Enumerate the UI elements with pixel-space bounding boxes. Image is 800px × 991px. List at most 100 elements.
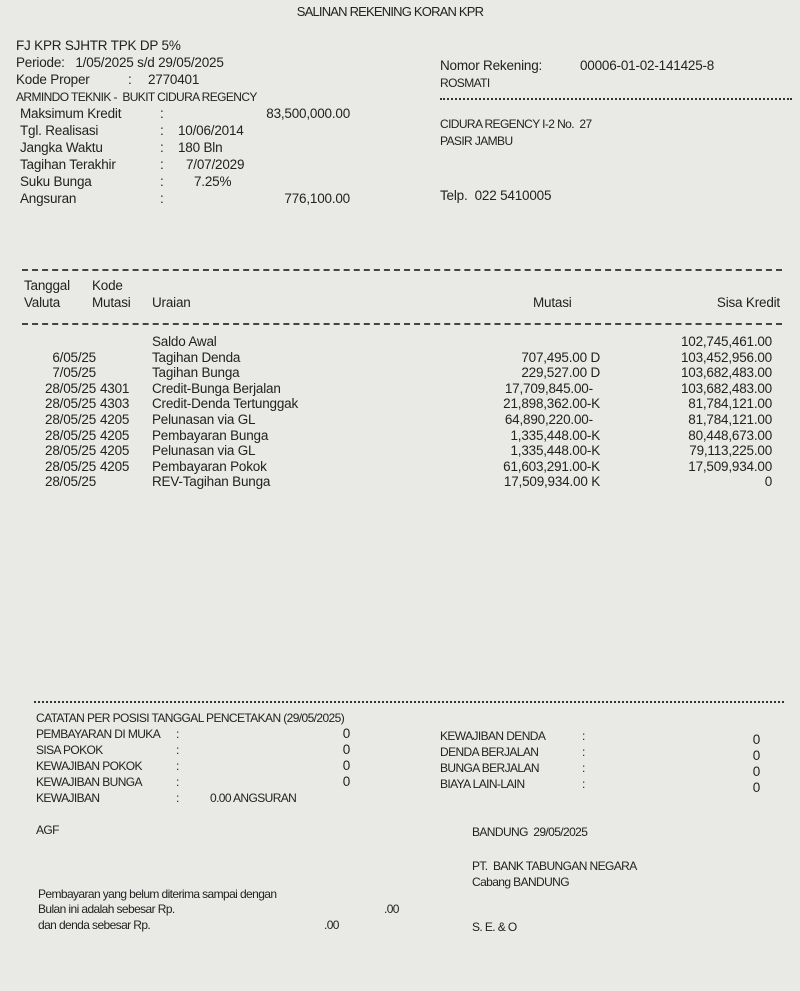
field-label: Angsuran xyxy=(20,191,77,206)
catatan-title: CATATAN PER POSISI TANGGAL PENCETAKAN (2… xyxy=(36,711,345,725)
colon: : xyxy=(582,729,585,743)
field-label: Suku Bunga xyxy=(20,174,92,189)
row-sisa-kredit: 80,448,673.00 xyxy=(688,427,772,443)
row-code: 4205 xyxy=(100,458,130,474)
kode-proper-value: 2770401 xyxy=(148,72,200,87)
row-mutasi: 1,335,448.00-K xyxy=(510,443,600,459)
header-tanggal: Tanggal xyxy=(24,278,70,293)
kewajiban-label: KEWAJIBAN xyxy=(36,791,100,805)
field-value: 10/06/2014 xyxy=(178,123,244,138)
header-mutasi: Mutasi xyxy=(533,295,572,310)
catatan-value: 0 xyxy=(752,748,761,763)
catatan-value: 0 xyxy=(342,726,351,741)
row-date: 28/05/25 xyxy=(45,458,96,474)
catatan-label: BUNGA BERJALAN xyxy=(440,761,540,775)
field-label: Jangka Waktu xyxy=(20,140,103,155)
colon: : xyxy=(160,157,164,172)
colon: : xyxy=(176,743,179,757)
row-code: 4205 xyxy=(100,443,130,459)
note-line-3: dan denda sebesar Rp. xyxy=(38,918,151,932)
project-name: ARMINDO TEKNIK - BUKIT CIDURA REGENCY xyxy=(16,90,257,104)
customer-name: ROSMATI xyxy=(440,76,490,90)
row-uraian: Tagihan Denda xyxy=(152,349,241,365)
address-line-1: CIDURA REGENCY I-2 No. 27 xyxy=(440,117,592,131)
catatan-label: KEWAJIBAN BUNGA xyxy=(36,775,143,789)
row-code: 4301 xyxy=(100,380,130,396)
row-sisa-kredit: 81,784,121.00 xyxy=(688,396,772,412)
colon: : xyxy=(176,775,179,789)
branch-name: Cabang BANDUNG xyxy=(472,875,570,889)
dotted-divider xyxy=(440,98,792,100)
table-header-divider xyxy=(22,323,782,325)
colon: : xyxy=(160,123,164,138)
row-date: 28/05/25 xyxy=(45,380,96,396)
row-date: 28/05/25 xyxy=(45,427,96,443)
colon: : xyxy=(160,191,164,206)
header-kode: Kode xyxy=(92,278,123,293)
document-title: SALINAN REKENING KORAN KPR xyxy=(296,4,484,19)
bank-name: PT. BANK TABUNGAN NEGARA xyxy=(472,859,637,873)
row-uraian: Pelunasan via GL xyxy=(152,412,256,427)
catatan-label: SISA POKOK xyxy=(36,743,103,757)
header-uraian: Uraian xyxy=(152,295,191,310)
row-sisa-kredit: 103,682,483.00 xyxy=(680,380,772,396)
row-uraian: Pelunasan via GL xyxy=(152,443,256,459)
catatan-label: KEWAJIBAN POKOK xyxy=(36,759,143,773)
row-uraian: Saldo Awal xyxy=(152,334,217,349)
catatan-value: 0 xyxy=(342,758,351,773)
row-mutasi: 61,603,291.00-K xyxy=(503,458,600,474)
row-uraian: REV-Tagihan Bunga xyxy=(152,474,271,490)
row-sisa-kredit: 17,509,934.00 xyxy=(688,458,772,474)
row-date: 28/05/25 xyxy=(45,474,96,490)
row-mutasi: 17,709,845.00- xyxy=(504,380,600,396)
field-value: 7.25% xyxy=(194,174,232,189)
header-valuta: Valuta xyxy=(24,295,61,310)
catatan-label: KEWAJIBAN DENDA xyxy=(440,729,546,743)
row-code: 4205 xyxy=(100,412,130,427)
row-sisa-kredit: 102,745,461.00 xyxy=(680,334,772,349)
note-line-2-value: .00 xyxy=(384,902,399,916)
catatan-divider xyxy=(34,701,784,703)
account-label: Nomor Rekening: xyxy=(440,58,543,73)
row-uraian: Credit-Denda Tertunggak xyxy=(152,396,298,412)
row-sisa-kredit: 103,452,956.00 xyxy=(680,349,772,365)
signature-code: S. E. & O xyxy=(472,920,517,934)
row-uraian: Credit-Bunga Berjalan xyxy=(152,380,281,396)
row-sisa-kredit: 81,784,121.00 xyxy=(688,412,772,427)
catatan-label: PEMBAYARAN DI MUKA xyxy=(36,727,161,741)
header-mutasi-code: Mutasi xyxy=(92,295,131,310)
place-date: BANDUNG 29/05/2025 xyxy=(472,825,588,839)
catatan-label: BIAYA LAIN-LAIN xyxy=(440,777,525,791)
row-uraian: Pembayaran Pokok xyxy=(152,458,267,474)
header-sisa-kredit: Sisa Kredit xyxy=(716,295,780,310)
colon: : xyxy=(176,727,179,741)
row-date: 28/05/25 xyxy=(45,396,96,412)
row-uraian: Tagihan Bunga xyxy=(152,365,240,381)
catatan-value: 0 xyxy=(752,780,761,795)
row-code: 4205 xyxy=(100,427,130,443)
row-sisa-kredit: 79,113,225.00 xyxy=(689,443,772,459)
field-label: Maksimum Kredit xyxy=(20,106,122,121)
row-date: 28/05/25 xyxy=(45,443,96,459)
field-value: 7/07/2029 xyxy=(186,157,245,172)
row-date: 7/05/25 xyxy=(52,365,96,381)
note-line-3-value: .00 xyxy=(324,918,339,932)
colon: : xyxy=(128,72,132,87)
catatan-value: 0 xyxy=(752,764,761,779)
officer-code: AGF xyxy=(36,823,59,837)
row-mutasi: 17,509,934.00 K xyxy=(503,474,600,490)
kewajiban-value: 0.00 ANGSURAN xyxy=(210,791,297,805)
colon: : xyxy=(160,174,164,189)
colon: : xyxy=(160,106,164,121)
row-date: 6/05/25 xyxy=(52,349,96,365)
kode-proper-label: Kode Proper xyxy=(16,72,90,87)
row-mutasi: 21,898,362.00-K xyxy=(503,396,600,412)
row-mutasi: 64,890,220.00- xyxy=(504,412,600,427)
note-line-1: Pembayaran yang belum diterima sampai de… xyxy=(38,887,277,901)
colon: : xyxy=(582,777,585,791)
address-line-2: PASIR JAMBU xyxy=(440,134,513,148)
row-mutasi: 707,495.00 D xyxy=(521,349,600,365)
product-name: FJ KPR SJHTR TPK DP 5% xyxy=(16,38,181,53)
row-uraian: Pembayaran Bunga xyxy=(152,427,269,443)
colon: : xyxy=(176,791,179,805)
